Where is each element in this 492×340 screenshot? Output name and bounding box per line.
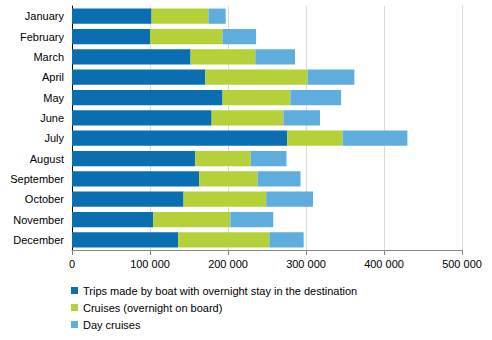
svg-text:100 000: 100 000: [130, 258, 170, 270]
svg-text:December: December: [13, 234, 64, 246]
svg-text:400 000: 400 000: [364, 258, 404, 270]
svg-text:200 000: 200 000: [208, 258, 248, 270]
svg-text:September: September: [10, 173, 64, 185]
svg-text:June: June: [40, 112, 64, 124]
svg-text:Trips made by boat with overni: Trips made by boat with overnight stay i…: [83, 285, 357, 297]
svg-text:Day cruises: Day cruises: [83, 319, 141, 331]
svg-text:Cruises (overnight on board): Cruises (overnight on board): [83, 302, 222, 314]
svg-text:300 000: 300 000: [286, 258, 326, 270]
svg-text:500 000: 500 000: [442, 258, 482, 270]
svg-text:January: January: [25, 10, 65, 22]
svg-text:0: 0: [69, 258, 75, 270]
svg-text:July: July: [44, 132, 64, 144]
svg-text:May: May: [43, 92, 64, 104]
svg-text:February: February: [20, 31, 65, 43]
svg-text:April: April: [42, 71, 64, 83]
svg-text:August: August: [30, 153, 64, 165]
svg-text:March: March: [33, 51, 64, 63]
svg-text:October: October: [25, 193, 64, 205]
svg-text:November: November: [13, 214, 64, 226]
